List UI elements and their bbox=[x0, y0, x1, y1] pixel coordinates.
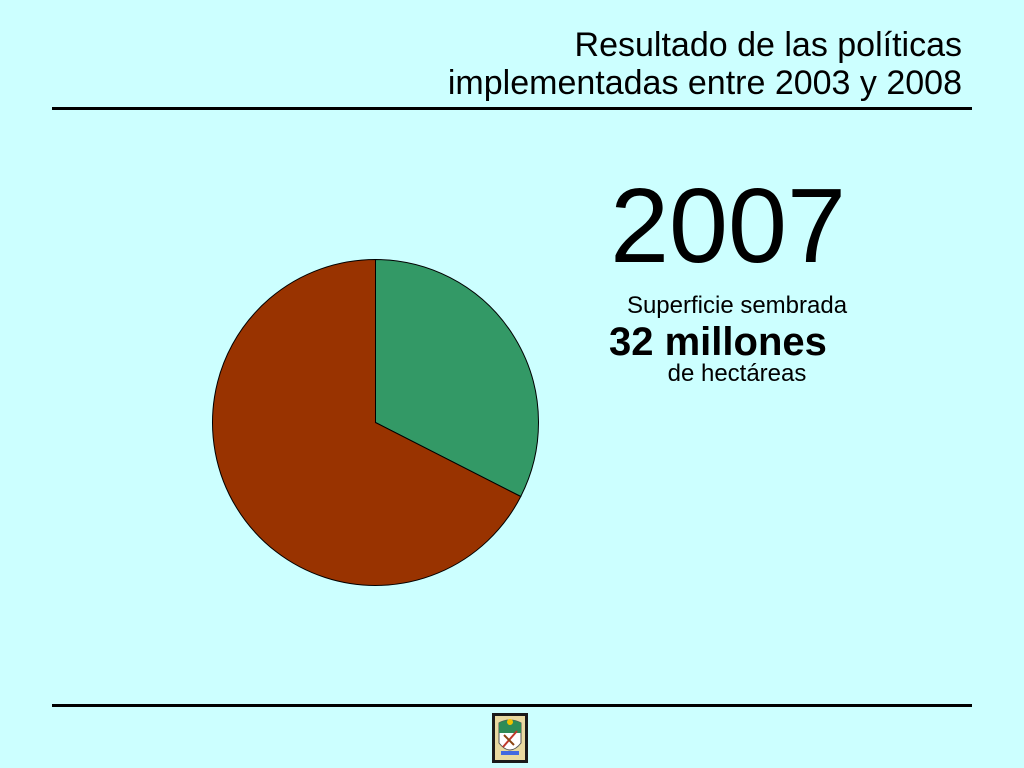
bottom-divider bbox=[52, 704, 972, 707]
coat-of-arms-icon bbox=[492, 713, 528, 763]
slide-title: Resultado de las políticas implementadas… bbox=[448, 26, 962, 102]
pie-slice-2 bbox=[212, 258, 522, 586]
stat-caption-bottom: de hectáreas bbox=[667, 360, 807, 387]
stat-caption-top: Superficie sembrada bbox=[626, 292, 848, 319]
pie-slice-1 bbox=[375, 258, 539, 498]
pie-chart bbox=[208, 255, 543, 590]
year-label: 2007 bbox=[610, 167, 846, 285]
stat-value: 32 millones bbox=[609, 320, 827, 364]
title-line-1: Resultado de las políticas bbox=[574, 26, 962, 64]
stat-block: 2007 Superficie sembrada 32 millones de … bbox=[597, 168, 877, 388]
pie-chart-svg bbox=[212, 258, 539, 586]
title-line-2: implementadas entre 2003 y 2008 bbox=[447, 64, 962, 102]
top-divider bbox=[52, 107, 972, 110]
